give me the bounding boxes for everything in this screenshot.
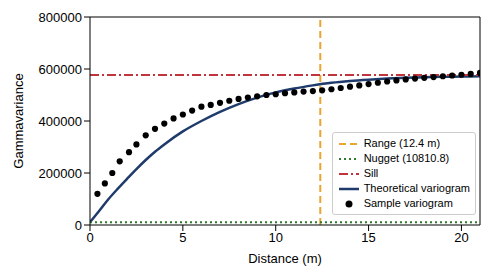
html-text:Sample variogram: Sample variogram <box>363 197 453 209</box>
html-text:Sill: Sill <box>363 167 379 179</box>
svg-text:600000: 600000 <box>39 62 82 77</box>
svg-text:5: 5 <box>179 230 186 245</box>
svg-text:0: 0 <box>75 218 82 233</box>
html-text:Theoretical variogram: Theoretical variogram <box>363 182 470 194</box>
svg-text:0: 0 <box>86 230 93 245</box>
svg-text:15: 15 <box>361 230 375 245</box>
svg-text:200000: 200000 <box>39 166 82 181</box>
svg-text:400000: 400000 <box>39 114 82 129</box>
svg-text:800000: 800000 <box>39 10 82 25</box>
html-text:Range (12.4 m): Range (12.4 m) <box>363 137 441 149</box>
svg-text:20: 20 <box>454 230 468 245</box>
svg-text:Distance (m): Distance (m) <box>248 251 322 266</box>
html-text:Nugget (10810.8): Nugget (10810.8) <box>363 152 450 164</box>
svg-text:Gammavariance: Gammavariance <box>11 73 26 168</box>
svg-text:10: 10 <box>268 230 282 245</box>
